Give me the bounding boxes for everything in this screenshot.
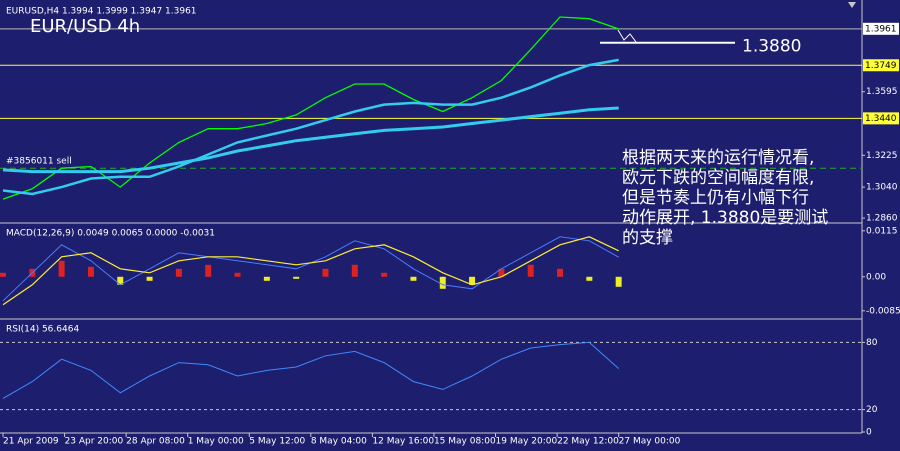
histogram-bar xyxy=(615,276,622,287)
x-tick-label: 5 May 12:00 xyxy=(249,437,305,447)
marker xyxy=(848,2,856,8)
note-line: 动作展开, 1.3880是要测试 xyxy=(622,208,828,228)
histogram-bar xyxy=(498,268,505,277)
histogram-bar xyxy=(58,260,65,277)
panel-title: RSI(14) 56.6464 xyxy=(6,325,79,335)
histogram-bar xyxy=(263,276,270,281)
y-tick-label: 1.2860 xyxy=(866,214,898,224)
y-tick-label: 0 xyxy=(866,428,872,438)
annotation-label: 1.3880 xyxy=(742,37,801,57)
x-tick-label: 23 Apr 20:00 xyxy=(65,437,124,447)
histogram-bar xyxy=(586,276,593,281)
histogram-bar xyxy=(205,264,212,277)
y-tick-label: 1.3040 xyxy=(866,183,898,193)
histogram-bar xyxy=(469,276,476,285)
x-tick-label: 22 May 12:00 xyxy=(557,437,619,447)
y-tick-label: -0.0085 xyxy=(866,306,900,316)
level-box xyxy=(863,59,899,72)
arrow xyxy=(617,29,637,43)
x-tick-label: 12 May 16:00 xyxy=(372,437,434,447)
level-text: #3856011 sell xyxy=(6,157,72,167)
histogram-bar xyxy=(234,272,241,277)
y-tick-label: 0.0115 xyxy=(866,226,898,236)
panel-title: MACD(12,26,9) 0.0049 0.0065 0.0000 -0.00… xyxy=(6,229,215,239)
x-tick-label: 15 May 08:00 xyxy=(434,437,496,447)
series-line xyxy=(2,236,619,306)
series-line xyxy=(2,58,619,196)
x-tick-label: 1 May 00:00 xyxy=(188,437,244,447)
histogram-bar xyxy=(87,266,94,277)
symbol-label: EUR/USD 4h xyxy=(30,16,140,37)
y-tick-label: 1.3225 xyxy=(866,151,898,161)
histogram-bar xyxy=(322,268,329,277)
level-label: 1.3440 xyxy=(865,114,897,124)
note-line: 但是节奏上仍有小幅下行 xyxy=(622,188,809,208)
y-tick-label: 20 xyxy=(866,405,878,415)
note-line: 根据两天来的运行情况看, xyxy=(622,148,814,168)
histogram-bar xyxy=(557,268,564,277)
y-tick-label: 0.00 xyxy=(866,272,886,282)
histogram-bar xyxy=(175,268,182,277)
series-line xyxy=(2,106,619,174)
histogram-bar xyxy=(381,272,388,277)
panel-title: EURUSD,H4 1.3994 1.3999 1.3947 1.3961 xyxy=(6,7,197,17)
level-label: 1.3961 xyxy=(865,24,897,34)
x-tick-label: 19 May 20:00 xyxy=(496,437,558,447)
histogram-bar xyxy=(439,276,446,289)
x-tick-label: 8 May 04:00 xyxy=(311,437,367,447)
histogram-bar xyxy=(293,276,300,279)
level-label: 1.3749 xyxy=(865,61,897,71)
histogram-bar xyxy=(0,272,6,277)
note-line: 的支撑 xyxy=(622,228,673,248)
y-tick-label: 1.3595 xyxy=(866,87,898,97)
histogram-bar xyxy=(117,276,124,285)
note-line: 欧元下跌的空间幅度有限, xyxy=(622,168,814,188)
histogram-bar xyxy=(351,264,358,277)
histogram-bar xyxy=(527,264,534,277)
series-line xyxy=(2,341,620,399)
x-tick-label: 27 May 00:00 xyxy=(619,437,681,447)
x-tick-label: 28 Apr 08:00 xyxy=(126,437,185,447)
histogram-bar xyxy=(410,276,417,281)
y-tick-label: 80 xyxy=(866,338,878,348)
level-box xyxy=(863,22,899,35)
level-box xyxy=(863,112,899,125)
histogram-bar xyxy=(146,276,153,281)
x-tick-label: 21 Apr 2009 xyxy=(3,437,59,447)
